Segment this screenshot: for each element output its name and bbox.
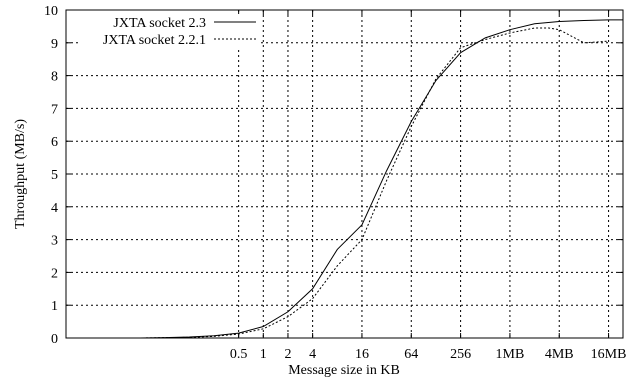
y-tick-label: 2 [51,266,58,281]
y-tick-label: 7 [51,102,58,117]
x-tick-label: 64 [404,347,418,362]
x-tick-label: 0.5 [230,347,248,362]
series-line-1 [66,19,623,339]
tick-layer: 0 1 2 3 4 5 6 7 8 9 10 0.5 1 2 4 16 64 256 1MB 4MB 16MB [44,4,626,362]
legend-label-series-1: JXTA socket 2.3 [113,16,206,31]
y-tick-label: 6 [51,135,58,150]
x-tick-label: 2 [284,347,291,362]
series-line-2 [66,27,609,339]
x-tick-label: 256 [450,347,471,362]
y-tick-label: 3 [51,234,58,249]
x-tick-label: 16 [355,347,369,362]
y-tick-label: 1 [51,299,58,314]
grid-layer [66,10,623,338]
y-tick-label: 0 [51,332,58,347]
x-tick-label: 4 [309,347,316,362]
y-tick-label: 5 [51,168,58,183]
x-tick-label: 4MB [545,347,574,362]
y-tick-label: 10 [44,4,58,19]
y-tick-label: 4 [51,201,58,216]
legend-label-series-2: JXTA socket 2.2.1 [103,33,206,48]
x-tick-label: 16MB [591,347,627,362]
y-tick-label: 8 [51,70,58,85]
plot-frame [65,9,624,339]
x-tick-label: 1MB [496,347,525,362]
y-tick-label: 9 [51,37,58,52]
y-axis-label: Throughput (MB/s) [13,119,28,229]
legend-box [80,14,260,48]
x-axis-label: Message size in KB [288,363,400,378]
series-layer [66,19,623,339]
x-tick-label: 1 [260,347,267,362]
legend: JXTA socket 2.3 JXTA socket 2.2.1 [80,14,260,48]
